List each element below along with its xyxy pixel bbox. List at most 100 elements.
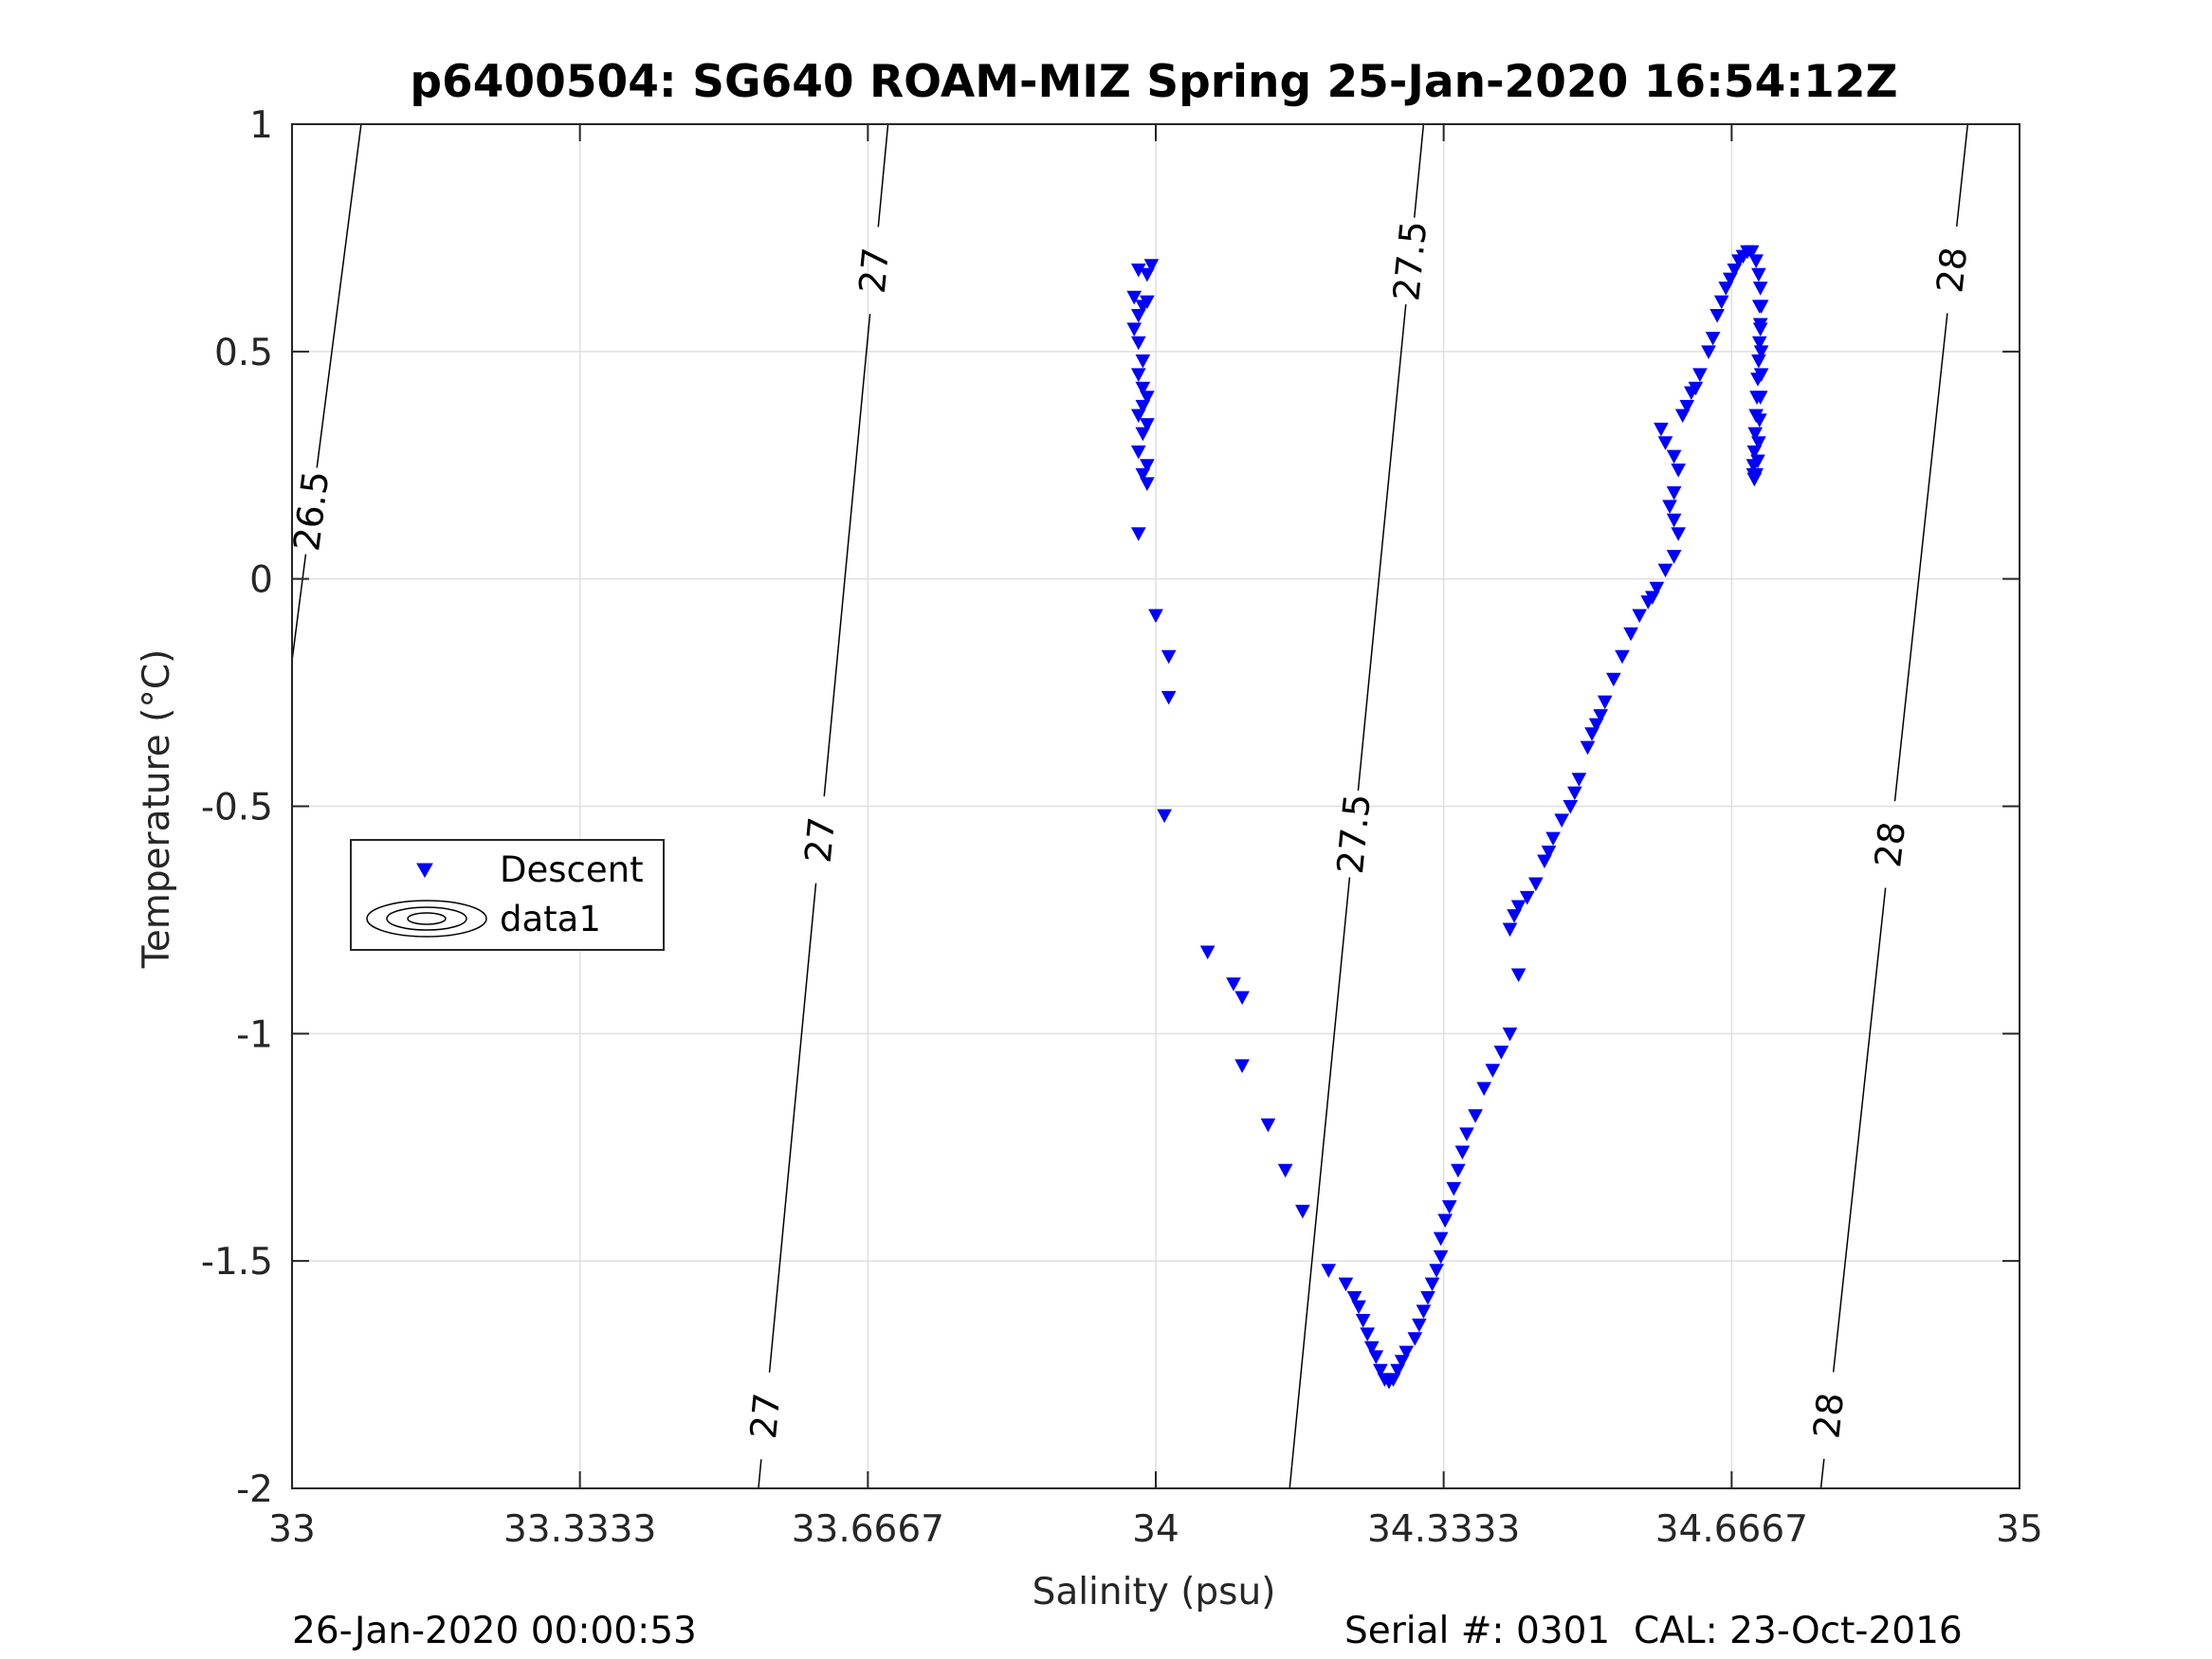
descent-point [1398, 1345, 1415, 1360]
descent-point [1226, 977, 1241, 992]
contour-label-28: 28 [1929, 245, 1975, 295]
descent-point [1541, 845, 1557, 860]
descent-point [1260, 1118, 1276, 1133]
descent-point [1751, 413, 1767, 428]
descent-point [1485, 1064, 1501, 1078]
descent-point [1424, 1277, 1440, 1292]
contour-line-26.5 [291, 554, 307, 662]
descent-point [1666, 513, 1682, 528]
descent-point [1140, 459, 1155, 473]
legend-box [350, 839, 665, 951]
descent-point [1161, 690, 1177, 705]
contour-line-27 [823, 313, 871, 797]
descent-point [1446, 1181, 1462, 1196]
descent-point [1666, 486, 1682, 501]
descent-point [1701, 345, 1716, 359]
descent-point [1126, 290, 1143, 305]
x-tick-label: 33 [268, 1508, 316, 1551]
descent-point [1507, 909, 1522, 923]
y-axis-label: Temperature (°C) [136, 649, 178, 970]
descent-point [1321, 1264, 1337, 1278]
y-tick-label: 0 [249, 559, 273, 602]
descent-point [1537, 854, 1552, 869]
descent-point [1277, 1163, 1293, 1178]
descent-point [1295, 1204, 1310, 1219]
y-tick-label: 1 [249, 104, 273, 147]
contour-line-27 [758, 1459, 762, 1489]
descent-point [1338, 1277, 1354, 1292]
descent-point [1363, 1340, 1380, 1356]
descent-point [1493, 1046, 1509, 1060]
descent-point [1148, 609, 1163, 624]
descent-point [1671, 527, 1686, 541]
descent-point [1407, 1332, 1423, 1346]
descent-point [1748, 467, 1764, 483]
legend-data1-label: data1 [500, 899, 601, 939]
descent-point [1588, 718, 1604, 733]
contour-line-27 [877, 123, 889, 228]
y-tick-label: -1 [236, 1013, 273, 1056]
contour-line-27.5 [1413, 123, 1425, 218]
y-tick-label: -1.5 [201, 1241, 273, 1284]
descent-point [1718, 282, 1734, 296]
descent-point [1644, 591, 1660, 605]
descent-point [1140, 295, 1155, 310]
descent-point [1752, 322, 1768, 337]
descent-point [1459, 1127, 1474, 1141]
density-contours: 26.5 27 27 27 27.5 27.5 28 28 28 [285, 123, 1975, 1489]
descent-point [1502, 1027, 1518, 1042]
descent-point [1722, 272, 1738, 287]
descent-point [1433, 1249, 1449, 1265]
descent-point [1727, 263, 1743, 278]
contour-label-26.5: 26.5 [285, 468, 337, 554]
footer-date: 26-Jan-2020 00:00:53 [292, 1610, 697, 1652]
descent-point [1679, 399, 1695, 414]
descent-point [1433, 1231, 1449, 1247]
descent-point [1441, 1200, 1457, 1214]
descent-point [1360, 1327, 1376, 1341]
descent-point [1130, 308, 1146, 323]
contour-label-28: 28 [1867, 819, 1913, 869]
descent-point [1692, 368, 1708, 382]
descent-point [1657, 563, 1673, 578]
footer-serial-cal: Serial #: 0301 CAL: 23-Oct-2016 [1344, 1610, 1963, 1652]
descent-point [1368, 1350, 1384, 1364]
descent-point [1126, 322, 1143, 337]
descent-point [1420, 1291, 1435, 1305]
descent-point [1746, 445, 1763, 460]
descent-point [1751, 336, 1767, 351]
contour-line-28 [1955, 123, 1969, 228]
descent-point [1747, 427, 1764, 442]
descent-point [1510, 900, 1526, 915]
descent-point [1468, 1109, 1483, 1123]
x-tick-label: 35 [1996, 1508, 2043, 1551]
descent-point [1671, 464, 1686, 478]
descent-point [1346, 1291, 1362, 1305]
descent-point [1451, 1163, 1466, 1178]
contour-line-27 [768, 883, 817, 1373]
axis-ticks: 33 33.3333 33.6667 34 34.3333 34.6667 35 -2 -1.5… [201, 104, 2043, 1551]
legend: Descent data1 [350, 839, 665, 951]
descent-point [1571, 773, 1587, 787]
descent-point [1130, 445, 1146, 460]
descent-point [1355, 1314, 1371, 1328]
contour-label-27: 27 [851, 246, 897, 295]
x-tick-label: 34.6667 [1655, 1508, 1808, 1551]
descent-point [1666, 550, 1682, 564]
contour-line-27.5 [1289, 877, 1351, 1489]
x-tick-label: 34 [1132, 1508, 1179, 1551]
x-axis-label: Salinity (psu) [1033, 1571, 1276, 1613]
descent-point [1135, 427, 1151, 442]
descent-point [1654, 422, 1669, 437]
y-tick-label: -2 [236, 1468, 273, 1511]
x-tick-label: 34.3333 [1367, 1508, 1520, 1551]
descent-point [1130, 409, 1146, 424]
contour-label-28: 28 [1805, 1391, 1852, 1441]
descent-point [1750, 454, 1765, 469]
contour-line-26.5 [316, 123, 362, 468]
descent-point [1135, 381, 1151, 396]
descent-point [1130, 527, 1146, 541]
descent-point [1623, 627, 1638, 642]
descent-point [1566, 786, 1582, 801]
descent-point [1563, 800, 1579, 814]
